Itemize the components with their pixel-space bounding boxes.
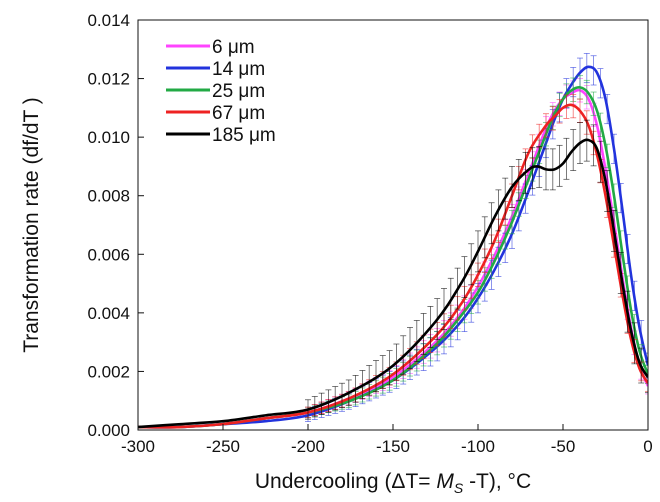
legend-label: 185 μm <box>212 125 276 146</box>
series-4 <box>138 119 648 429</box>
legend-label: 6 μm <box>212 37 255 58</box>
x-tick-label: -300 <box>121 437 155 456</box>
axes-layer: -300 -250 -200 -150 -100 -50 0 0.000 0.002 0.004 0… <box>87 11 652 456</box>
y-axis-label: Transformation rate (df/dT ) <box>20 97 43 353</box>
x-tick-label: -250 <box>206 437 240 456</box>
x-axis-label-pre: Undercooling (ΔT= <box>255 470 437 493</box>
y-tick-label: 0.000 <box>87 421 130 440</box>
x-axis-label: Undercooling (ΔT= MS -T), °C <box>255 470 531 496</box>
y-tick-label: 0.012 <box>87 70 130 89</box>
x-axis-label-ms: M <box>436 470 454 493</box>
x-tick-label: -150 <box>376 437 410 456</box>
y-tick-label: 0.008 <box>87 187 130 206</box>
y-tick-label: 0.010 <box>87 128 130 147</box>
series-3-line <box>138 103 648 429</box>
x-tick-label: -200 <box>291 437 325 456</box>
legend-label: 67 μm <box>212 103 265 124</box>
series-4-line <box>138 138 648 429</box>
x-tick-label: -50 <box>551 437 576 456</box>
legend-label: 14 μm <box>212 59 265 80</box>
y-tick-label: 0.002 <box>87 362 130 381</box>
y-tick-label: 0.006 <box>87 245 130 264</box>
x-tick-label: -100 <box>461 437 495 456</box>
y-tick-label: 0.004 <box>87 304 130 323</box>
x-axis-label-post: -T), °C <box>463 470 531 493</box>
legend-label: 25 μm <box>212 81 265 102</box>
x-axis-label-ms-sub: S <box>454 480 464 496</box>
y-tick-label: 0.014 <box>87 11 130 30</box>
x-tick-label: 0 <box>643 437 652 456</box>
series-layer <box>138 52 648 429</box>
